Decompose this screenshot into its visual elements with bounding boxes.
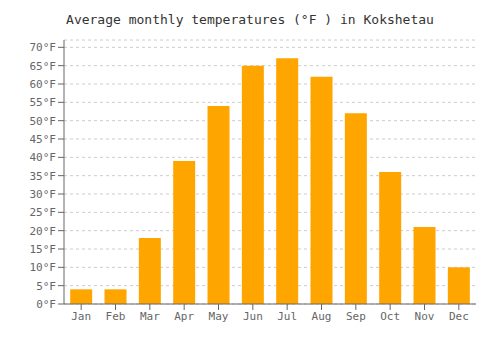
svg-text:70°F: 70°F (30, 41, 57, 54)
svg-text:60°F: 60°F (30, 78, 57, 91)
svg-text:Feb: Feb (106, 310, 126, 323)
svg-text:20°F: 20°F (30, 225, 57, 238)
svg-text:50°F: 50°F (30, 115, 57, 128)
html-text:Average monthly temperatures (: Average monthly temperatures (°F ) in Ko… (66, 12, 434, 27)
svg-text:40°F: 40°F (30, 151, 57, 164)
svg-text:Mar: Mar (140, 310, 160, 323)
svg-text:5°F: 5°F (36, 280, 56, 293)
svg-text:Apr: Apr (174, 310, 194, 323)
svg-text:0°F: 0°F (36, 298, 56, 311)
svg-text:45°F: 45°F (30, 133, 57, 146)
svg-text:May: May (209, 310, 229, 323)
svg-text:10°F: 10°F (30, 261, 57, 274)
svg-text:Dec: Dec (449, 310, 469, 323)
svg-text:35°F: 35°F (30, 170, 57, 183)
svg-text:Sep: Sep (346, 310, 366, 323)
svg-text:Jun: Jun (243, 310, 263, 323)
svg-text:15°F: 15°F (30, 243, 57, 256)
svg-text:Jan: Jan (71, 310, 91, 323)
svg-text:Nov: Nov (415, 310, 435, 323)
svg-text:55°F: 55°F (30, 96, 57, 109)
svg-text:30°F: 30°F (30, 188, 57, 201)
svg-text:Aug: Aug (312, 310, 332, 323)
svg-text:Oct: Oct (380, 310, 400, 323)
svg-text:65°F: 65°F (30, 60, 57, 73)
svg-text:Jul: Jul (277, 310, 297, 323)
svg-text:25°F: 25°F (30, 206, 57, 219)
